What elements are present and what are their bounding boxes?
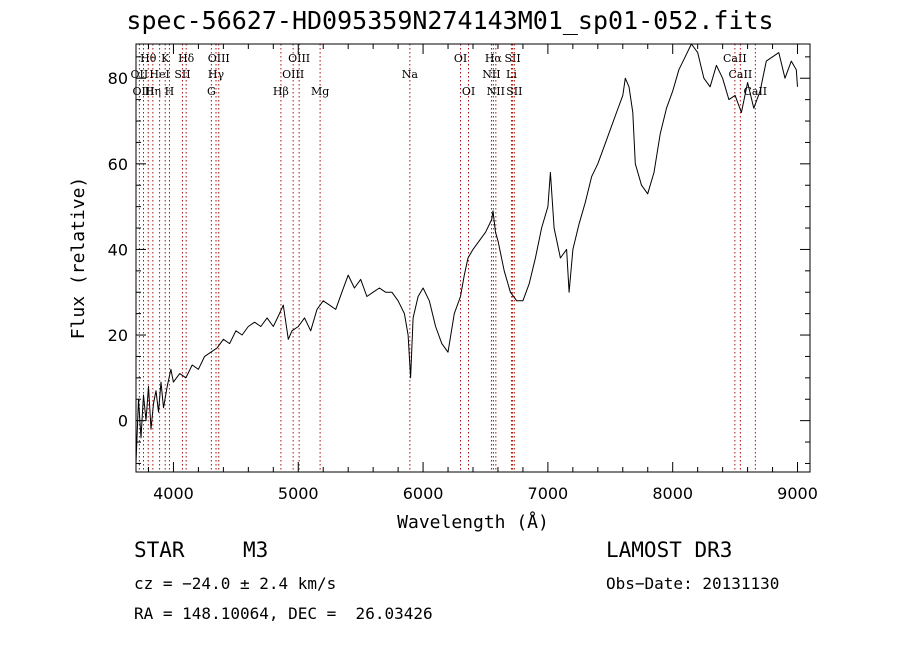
line-label: OIII <box>132 85 154 98</box>
line-label: SII <box>506 85 522 98</box>
y-tick-label: 0 <box>118 412 128 431</box>
obs-date: Obs−Date: 20131130 <box>606 574 780 593</box>
line-label: OII <box>131 68 149 81</box>
line-label: Hβ <box>273 85 289 98</box>
line-label: Li <box>506 68 517 81</box>
y-axis-label: Flux (relative) <box>68 177 89 340</box>
chart-title: spec-56627-HD095359N274143M01_sp01-052.f… <box>126 6 774 35</box>
line-label: Hα <box>485 52 503 65</box>
line-label: Hδ <box>178 52 195 65</box>
spectrum-line <box>135 43 798 464</box>
y-tick-label: 80 <box>108 69 128 88</box>
line-label: NII <box>487 85 505 98</box>
y-tick-label: 60 <box>108 155 128 174</box>
line-label: K <box>161 52 170 65</box>
line-label: Na <box>402 68 419 81</box>
axes: 4000 5000 6000 7000 8000 9000 0 20 40 60 80 Wavelen… <box>68 43 818 533</box>
line-label: CaII <box>723 52 747 65</box>
line-label: SII <box>174 68 190 81</box>
x-tick-label: 8000 <box>652 484 693 503</box>
line-label: OI <box>454 52 467 65</box>
x-tick-label: 4000 <box>153 484 194 503</box>
plot-area <box>135 43 798 464</box>
x-tick-label: 5000 <box>278 484 319 503</box>
plot-frame <box>135 43 811 473</box>
line-label: OIII <box>282 68 304 81</box>
object-class: STAR <box>134 538 185 562</box>
redshift-cz: cz = −24.0 ± 2.4 km/s <box>134 574 337 593</box>
line-label: Hη <box>145 85 161 98</box>
y-tick-label: 40 <box>108 240 128 259</box>
survey-label: LAMOST DR3 <box>606 538 733 562</box>
coordinates: RA = 148.10064, DEC = 26.03426 <box>134 604 433 623</box>
x-tick-label: 6000 <box>403 484 444 503</box>
line-label: OI <box>462 85 475 98</box>
line-label: Mg <box>311 85 329 98</box>
spectral-line-markers: HθOIIOIIIHηHeIKHSIIHδGHγOIIIHβOIIIOIIIMg… <box>131 44 767 472</box>
line-label: Hγ <box>208 68 225 81</box>
line-label: OIII <box>208 52 230 65</box>
line-label: G <box>207 85 216 98</box>
x-axis-label: Wavelength (Å) <box>397 511 549 533</box>
line-label: H <box>165 85 175 98</box>
line-label: SII <box>504 52 520 65</box>
y-tick-label: 20 <box>108 326 128 345</box>
line-label: HeI <box>149 68 169 81</box>
x-tick-label: 7000 <box>528 484 569 503</box>
line-label: Hθ <box>140 52 157 65</box>
x-tick-label: 9000 <box>777 484 818 503</box>
line-label: CaII <box>729 68 753 81</box>
line-label: OIII <box>288 52 310 65</box>
line-label: NII <box>482 68 500 81</box>
object-subclass: M3 <box>243 538 269 562</box>
